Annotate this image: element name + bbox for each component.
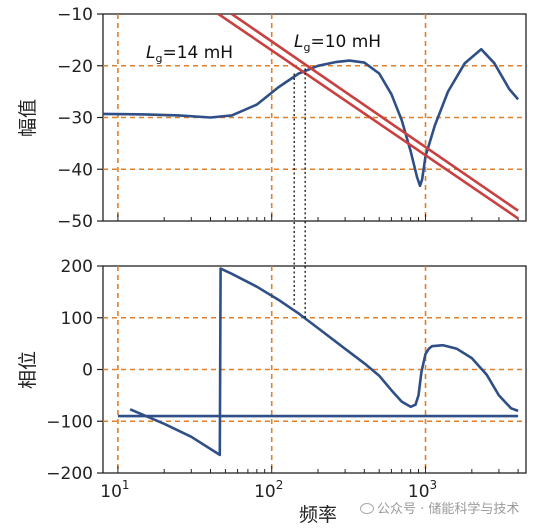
inductance-value: =10 mH bbox=[310, 32, 381, 52]
converter-phase-line bbox=[129, 267, 519, 457]
y-tick-label: 200 bbox=[61, 257, 93, 277]
y-tick-label: 0 bbox=[82, 361, 93, 381]
grid-impedance-Lg10-line bbox=[231, 14, 519, 212]
x-tick-exponent: 3 bbox=[430, 478, 438, 492]
grid-impedance-Lg14-line bbox=[217, 14, 519, 220]
inductance-symbol: L bbox=[294, 32, 303, 52]
y-tick-label: −30 bbox=[57, 109, 93, 129]
watermark-icon bbox=[360, 503, 374, 514]
x-tick-base: 10 bbox=[408, 482, 430, 502]
y-tick-label: −20 bbox=[57, 57, 93, 77]
crossover-markers bbox=[293, 68, 306, 321]
x-tick-exponent: 2 bbox=[276, 478, 284, 492]
frequency-xlabel: 频率 bbox=[299, 504, 337, 526]
inductance-subscript: g bbox=[155, 52, 162, 65]
y-tick-label: −50 bbox=[57, 212, 93, 232]
phase-ylabel: 相位 bbox=[17, 351, 39, 389]
x-tick-base: 10 bbox=[100, 482, 122, 502]
y-tick-label: −200 bbox=[46, 464, 93, 484]
phase-grid bbox=[103, 266, 526, 473]
x-tick-label: 103 bbox=[408, 478, 437, 502]
magnitude-ticks: −10 −20 −30 −40 −50 bbox=[57, 5, 519, 232]
inductance-symbol: L bbox=[146, 43, 155, 63]
inductance-label: Lg=10 mH bbox=[294, 32, 381, 54]
converter-magnitude-line bbox=[103, 47, 520, 188]
inductance-value: =14 mH bbox=[162, 43, 233, 63]
magnitude-series bbox=[103, 14, 520, 220]
y-tick-label: 100 bbox=[61, 309, 93, 329]
x-tick-exponent: 1 bbox=[122, 478, 130, 492]
watermark-text: 公众号 · 储能科学与技术 bbox=[377, 502, 520, 517]
inductance-subscript: g bbox=[303, 41, 310, 54]
y-tick-label: −40 bbox=[57, 160, 93, 180]
x-tick-base: 10 bbox=[254, 482, 276, 502]
magnitude-ylabel: 幅值 bbox=[17, 99, 39, 137]
inductance-label: Lg=14 mH bbox=[146, 43, 233, 65]
phase-series bbox=[117, 267, 519, 457]
y-tick-label: −10 bbox=[57, 5, 93, 25]
x-tick-label: 102 bbox=[254, 478, 283, 502]
x-tick-label: 101 bbox=[100, 478, 129, 502]
y-tick-label: −100 bbox=[46, 412, 93, 432]
watermark: 公众号 · 储能科学与技术 bbox=[360, 498, 519, 517]
